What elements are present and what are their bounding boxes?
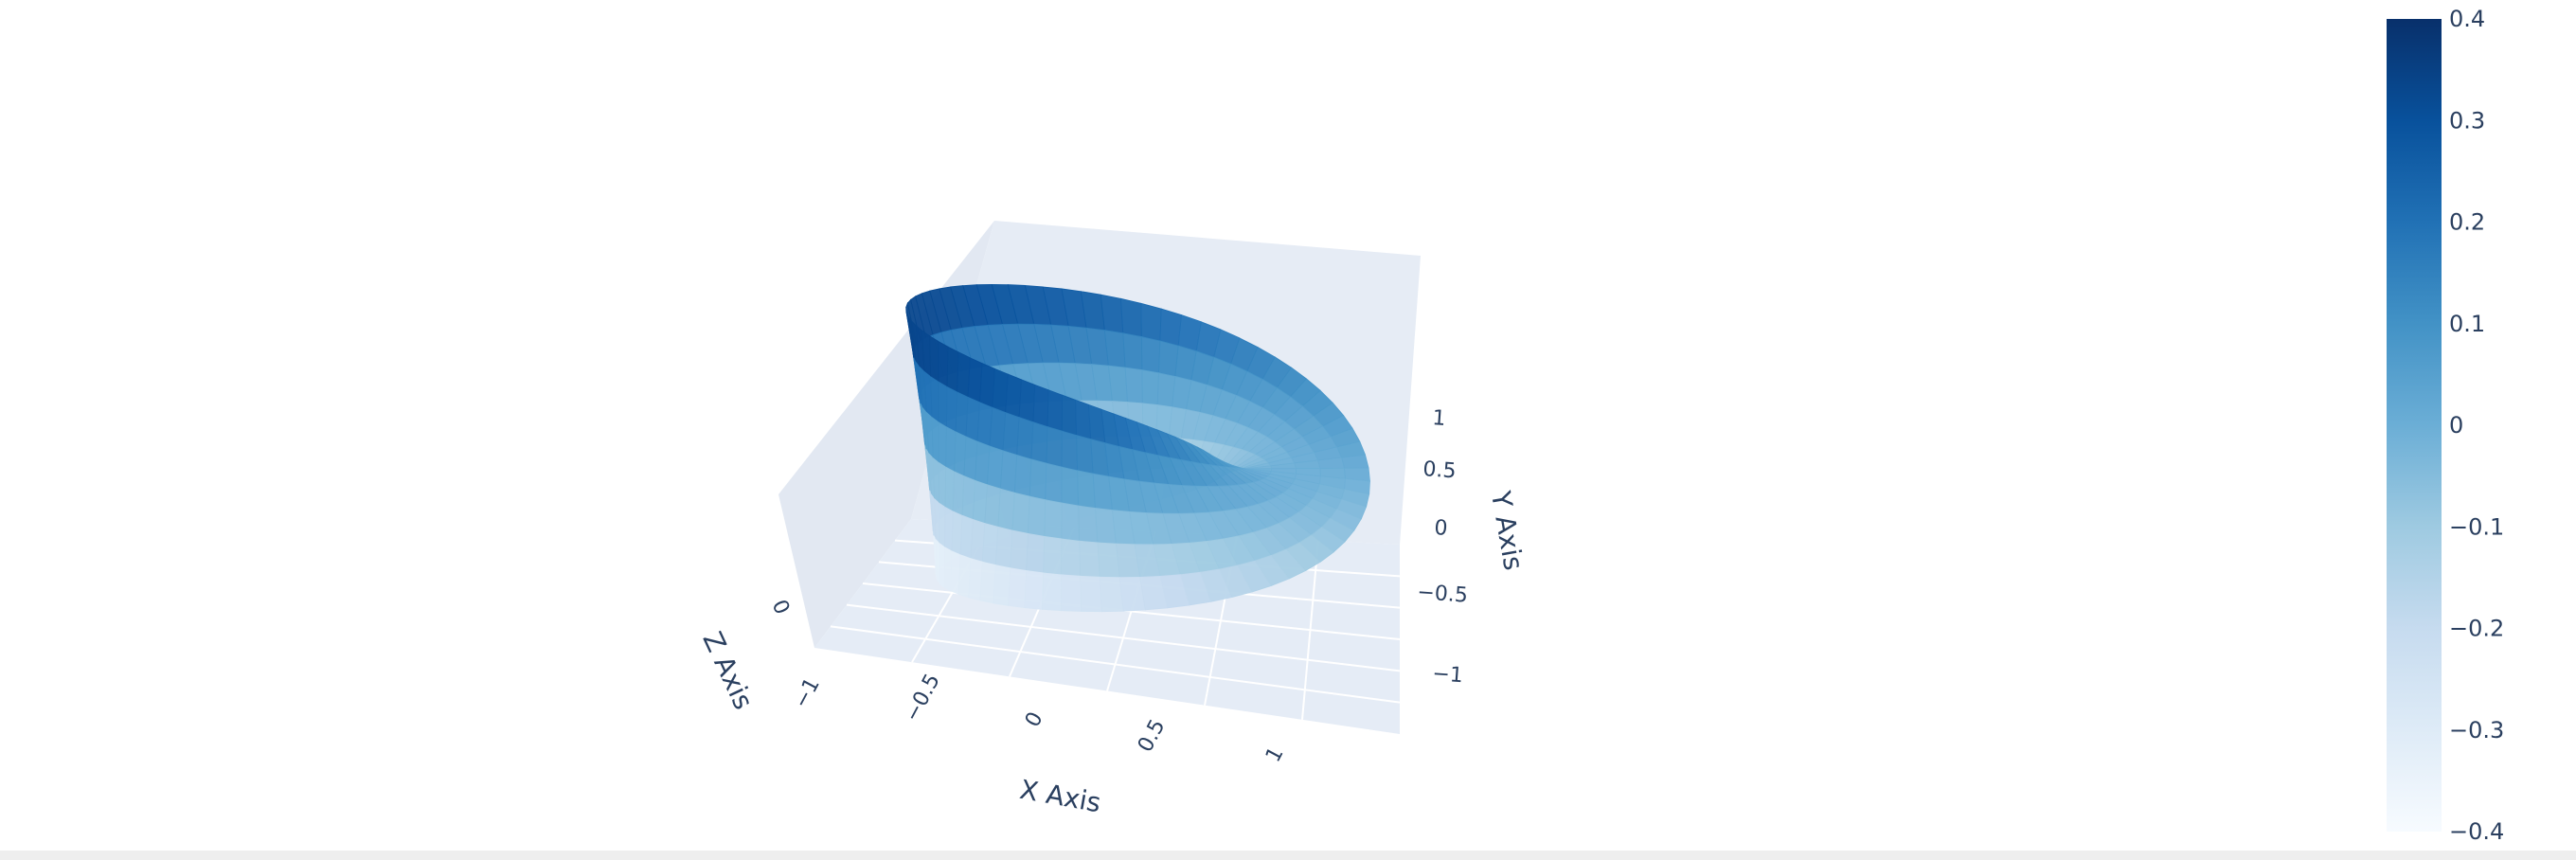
surface-patch [997,488,1015,531]
surface-patch [1061,430,1079,472]
surface-patch [1122,332,1143,371]
surface-patch [994,526,1013,569]
surface-patch [1061,394,1078,437]
bottom-strip [0,851,2576,860]
colorbar-tick-label: 0.1 [2449,311,2485,337]
surface-patch [1029,458,1047,501]
surface-patch [1024,570,1045,610]
surface-patch [938,461,947,509]
colorbar-tick-label: 0 [2449,412,2463,439]
surface-patch [1061,538,1082,577]
surface-patch [945,385,958,433]
surface-patch [1099,576,1124,613]
y-tick-label: 0.5 [1422,457,1458,483]
surface-patch [1078,505,1099,544]
x-tick-label: 0 [1021,708,1048,731]
surface-patch [1044,499,1063,540]
surface-patch [1016,417,1034,460]
surface-patch [1080,575,1103,613]
surface-patch [1008,567,1028,609]
y-tick-label: −1 [1432,662,1464,688]
surface-patch [1026,532,1046,574]
surface-patch [939,542,946,588]
surface-patch [1124,367,1143,404]
z-axis-title: Z Axis [696,627,759,714]
surface-patch [932,457,939,505]
surface-patch [946,346,959,393]
surface-patch [1002,411,1020,456]
surface-patch [1013,454,1032,497]
y-tick-label: −0.5 [1417,581,1469,608]
x-axis-title: X Axis [1017,774,1103,818]
colorbar-tick-label: −0.2 [2449,616,2504,642]
z-axis-ticks: 0 [767,597,795,618]
colorbar-ticks: 0.4 0.3 0.2 0.1 0 −0.1 −0.2 −0.3 −0.4 [2449,6,2504,845]
surface-patch [1159,308,1182,347]
x-tick-label: −1 [790,674,825,712]
surface-patch [1103,330,1126,368]
colorbar-tick-label: −0.4 [2449,818,2504,845]
surface-patch [999,450,1018,493]
surface-patch [1061,502,1081,542]
colorbar-tick-label: 0.4 [2449,6,2485,32]
x-tick-label: 0.5 [1134,716,1171,757]
surface-patch [938,421,947,468]
z-tick-label: 0 [767,597,795,618]
surface-patch [1042,572,1063,612]
surface-patch [1010,529,1029,571]
surface-patch [1046,389,1063,432]
colorbar: 0.4 0.3 0.2 0.1 0 −0.1 −0.2 −0.3 −0.4 [2387,6,2504,845]
y-tick-label: 1 [1432,406,1447,431]
surface-patch [930,375,939,423]
surface-patch [1061,574,1082,612]
surface-patch [1140,335,1161,374]
mobius-surface [905,283,1370,613]
surface-patch [1077,470,1096,509]
x-tick-label: 1 [1261,744,1289,766]
surface-patch [1005,373,1022,419]
y-axis-title: Y Axis [1485,488,1530,573]
surface-patch [1076,434,1094,475]
surface-patch [1119,297,1142,337]
surface-patch [1061,466,1080,507]
colorbar-tick-label: −0.1 [2449,513,2504,540]
surface-patch [1140,302,1162,342]
colorbar-tick-label: −0.3 [2449,717,2504,744]
surface-patch [1139,575,1168,611]
surface-patch [1027,495,1046,537]
x-tick-label: −0.5 [901,670,945,726]
colorbar-tick-label: 0.3 [2449,107,2485,134]
scene-3d[interactable] [778,221,1421,734]
colorbar-tick-label: 0.2 [2449,209,2485,236]
surface-patch [1341,454,1369,469]
surface-patch [1046,425,1063,468]
surface-patch [1032,384,1049,428]
surface-patch [938,381,948,428]
surface-patch [1030,421,1048,464]
surface-patch [939,502,946,548]
surface-patch [1043,535,1063,576]
surface-patch [1018,379,1036,423]
surface-patch [1079,540,1100,578]
surface-patch [931,416,939,464]
colorbar-gradient [2387,19,2442,832]
y-axis-ticks: 1 0.5 0 −0.5 −1 [1417,406,1469,688]
surface-patch [938,340,949,388]
surface-patch [1141,369,1159,405]
surface-patch [929,334,939,383]
surface-patch [993,564,1011,606]
y-tick-label: 0 [1434,516,1449,541]
surface-patch [1045,462,1063,504]
surface-patch [1011,492,1030,534]
